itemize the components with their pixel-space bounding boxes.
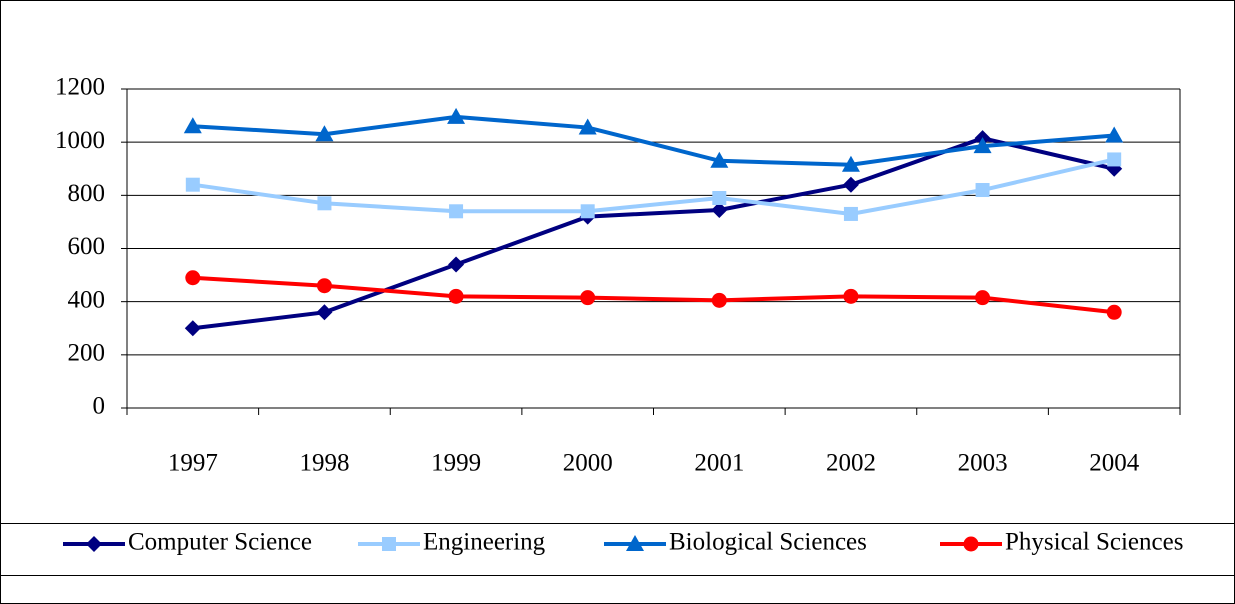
legend-marker: [626, 535, 644, 551]
data-point: [843, 288, 859, 304]
legend-label: Physical Sciences: [1005, 529, 1183, 556]
y-tick-label: 0: [93, 393, 106, 420]
data-point: [185, 270, 201, 286]
data-point: [1106, 304, 1122, 320]
data-point: [578, 118, 597, 135]
data-point: [315, 125, 334, 142]
data-point: [448, 256, 465, 273]
y-tick-label: 1000: [55, 127, 105, 154]
data-point: [449, 204, 464, 219]
series-line: [192, 157, 1115, 216]
x-tick-label: 2000: [563, 450, 613, 477]
data-point: [1107, 152, 1122, 167]
y-tick-label: 800: [68, 180, 106, 207]
series-line: [192, 275, 1115, 315]
data-point: [711, 292, 727, 308]
data-point: [1105, 126, 1124, 143]
data-point: [580, 290, 596, 306]
data-point: [842, 176, 859, 193]
data-point: [580, 204, 595, 219]
y-tick-label: 200: [68, 340, 106, 367]
x-tick-label: 2004: [1089, 450, 1140, 477]
x-tick-label: 2003: [958, 450, 1008, 477]
legend-marker: [86, 536, 102, 552]
data-point: [184, 320, 201, 337]
legend-marker: [382, 537, 396, 551]
x-tick-label: 2002: [826, 450, 876, 477]
data-point: [317, 196, 332, 211]
data-point: [973, 137, 992, 154]
x-tick-label: 1999: [431, 450, 481, 477]
series-line: [192, 114, 1115, 167]
data-point: [710, 151, 729, 168]
legend-label: Biological Sciences: [669, 529, 867, 556]
data-point: [975, 183, 990, 198]
y-tick-label: 1200: [55, 74, 105, 101]
data-point: [447, 107, 466, 124]
y-tick-label: 600: [68, 233, 106, 260]
x-tick-label: 1997: [168, 450, 218, 477]
data-point: [975, 290, 991, 306]
data-point: [183, 117, 202, 134]
data-point: [316, 278, 332, 294]
data-point: [843, 206, 858, 221]
legend-label: Engineering: [423, 529, 546, 556]
data-point: [448, 288, 464, 304]
data-point: [841, 155, 860, 172]
x-tick-label: 1998: [299, 450, 349, 477]
legend-marker: [963, 536, 979, 552]
data-point: [316, 304, 333, 321]
data-point: [712, 190, 727, 205]
x-tick-label: 2001: [694, 450, 744, 477]
data-point: [185, 177, 200, 192]
series-line: [192, 136, 1115, 331]
legend-label: Computer Science: [128, 529, 312, 556]
y-tick-label: 400: [68, 286, 106, 313]
data-point: [711, 201, 728, 218]
